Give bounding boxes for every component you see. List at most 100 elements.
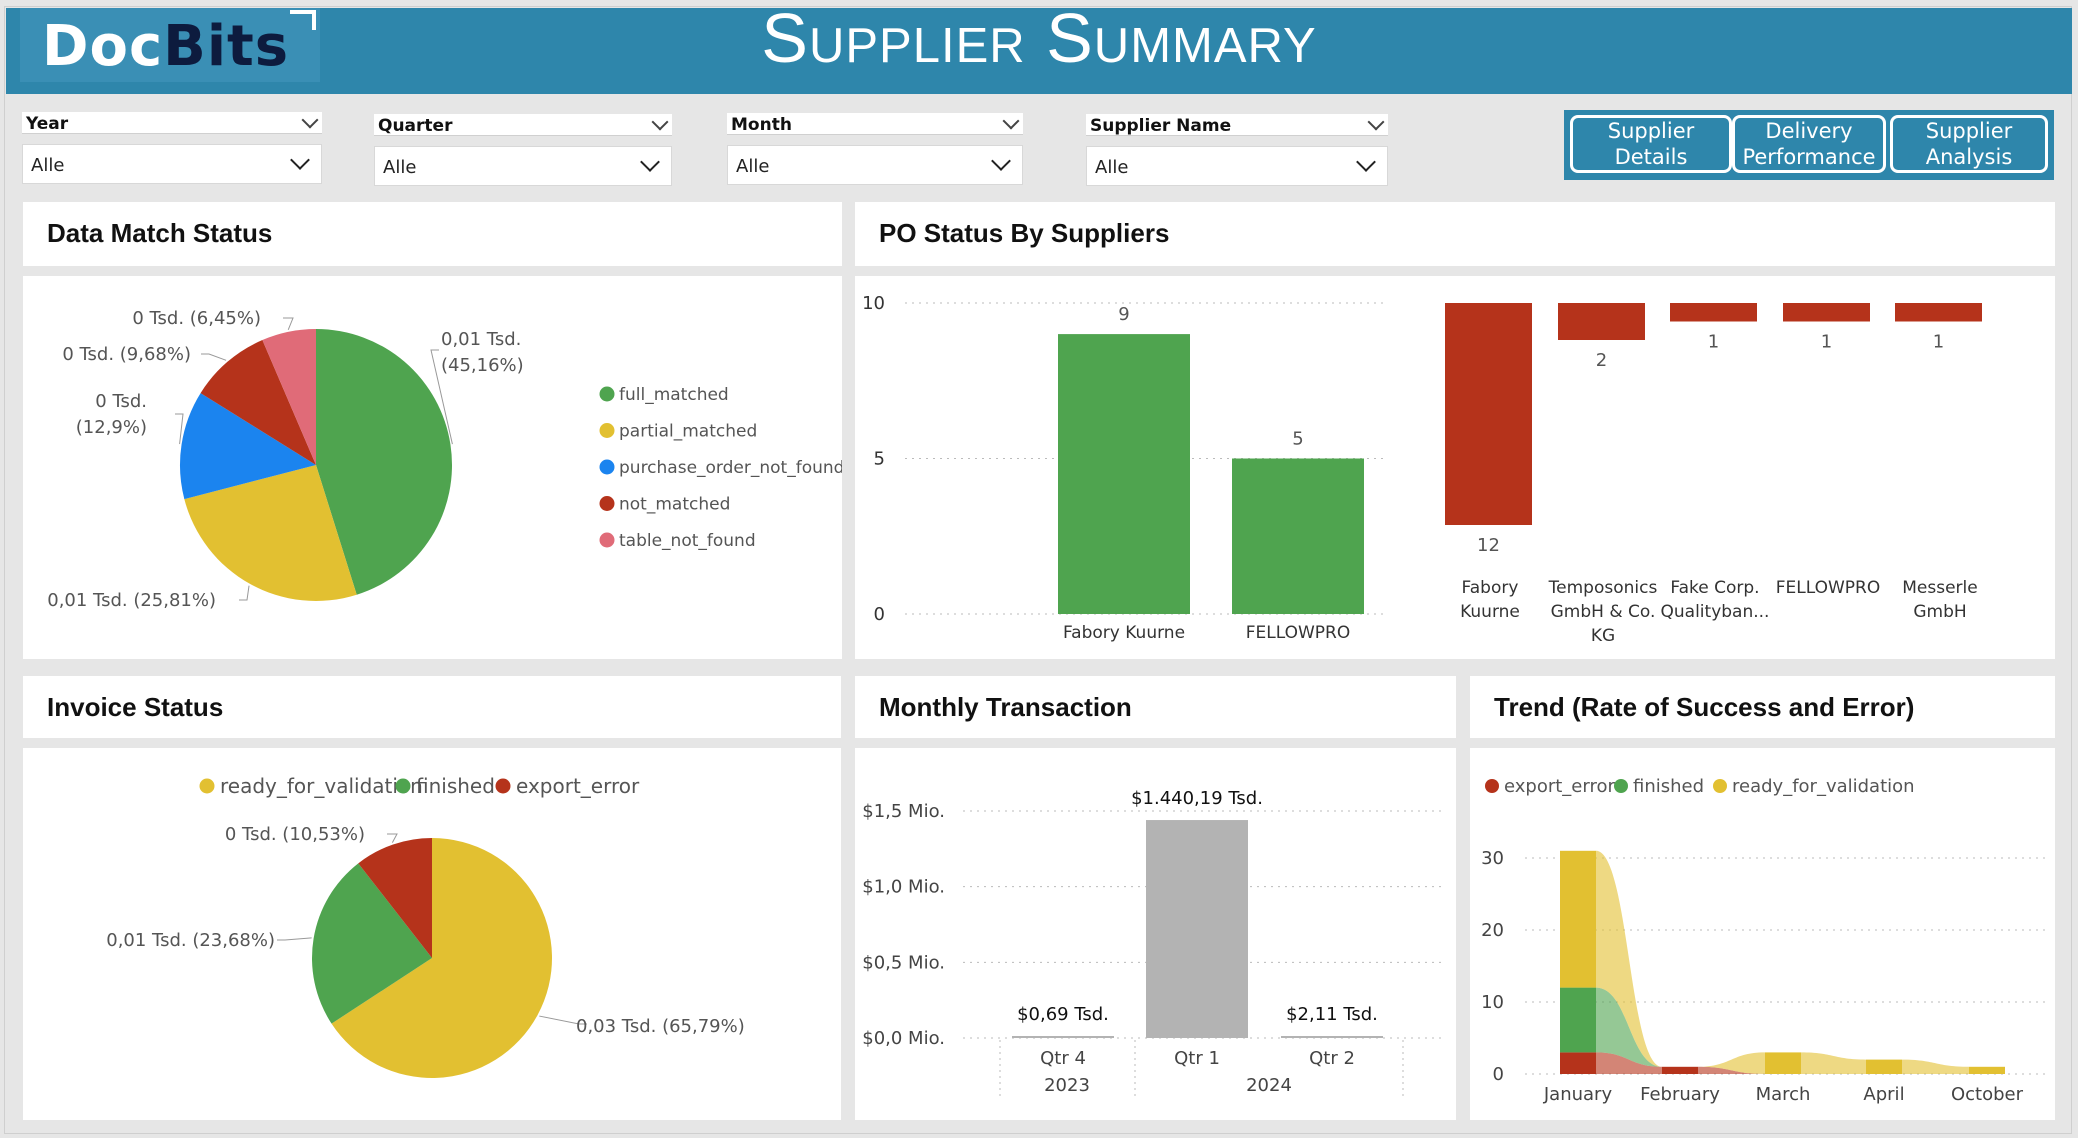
trend-panel: export_error finished ready_for_validation… — [1470, 748, 2055, 1120]
year-slicer-header[interactable]: Year — [22, 111, 322, 134]
trend-bar-finished — [1560, 987, 1596, 1053]
po-red-bar-data-label: 1 — [1933, 332, 1944, 353]
po-x-tick-label: FELLOWPRO — [1246, 623, 1351, 643]
supplier-name-value: Alle — [1095, 157, 1129, 178]
trend-y-tick-label: 30 — [1481, 848, 1504, 869]
quarter-slicer-header[interactable]: Quarter — [374, 113, 672, 136]
invoice-data-label: 0 Tsd. (10,53%) — [225, 824, 365, 845]
navigation-button-group: Supplier Details Delivery Performance Su… — [1564, 110, 2054, 180]
po-red-bar-data-label: 12 — [1477, 535, 1500, 556]
po-bar-FELLOWPRO — [1232, 458, 1364, 614]
delivery-performance-button[interactable]: Delivery Performance — [1732, 115, 1886, 173]
po-red-bar — [1558, 303, 1645, 340]
monthly-group-label: 2024 — [1246, 1075, 1292, 1096]
chevron-down-icon[interactable] — [991, 151, 1011, 171]
monthly-group-label: 2023 — [1044, 1075, 1090, 1096]
docbits-logo: DocBits — [20, 8, 320, 82]
po-red-x-tick-label: Fake Corp. — [1670, 578, 1759, 598]
month-slicer-header[interactable]: Month — [727, 112, 1023, 135]
legend-marker-purchase_order_not_found — [599, 459, 615, 475]
chevron-down-icon[interactable] — [290, 150, 310, 170]
po-red-bar-data-label: 1 — [1708, 332, 1719, 353]
trend-ribbon-ready_for_validation — [1698, 1052, 1765, 1074]
supplier-details-button[interactable]: Supplier Details — [1570, 115, 1732, 173]
invoice-data-label: 0,03 Tsd. (65,79%) — [576, 1016, 745, 1037]
legend-label-export_error: export_error — [1504, 776, 1615, 797]
monthly-y-tick-label: $1,0 Mio. — [862, 877, 945, 898]
data-match-data-label: 0 Tsd. (6,45%) — [132, 308, 261, 329]
chevron-down-icon[interactable] — [1002, 112, 1020, 130]
month-dropdown[interactable]: Alle — [727, 145, 1023, 185]
invoice-leader-line — [387, 833, 398, 843]
legend-label-finished: finished — [1633, 776, 1704, 797]
invoice-status-title: Invoice Status — [47, 692, 224, 722]
monthly-x-tick-label: Qtr 1 — [1174, 1048, 1220, 1069]
po-y-tick-label: 5 — [874, 449, 885, 470]
monthly-y-tick-label: $0,5 Mio. — [862, 952, 945, 973]
quarter-dropdown[interactable]: Alle — [374, 146, 672, 186]
chevron-down-icon[interactable] — [301, 111, 319, 129]
legend-label-not_matched: not_matched — [619, 495, 730, 515]
legend-marker-export_error — [1485, 779, 1499, 793]
po-bar-data-label: 9 — [1118, 304, 1129, 325]
invoice-data-label: 0,01 Tsd. (23,68%) — [106, 930, 275, 951]
data-match-data-label: 0 Tsd. — [95, 391, 147, 412]
invoice-slice-finished — [312, 863, 432, 1024]
trend-bar-ready_for_validation — [1969, 1066, 2005, 1074]
monthly-bar-data-label: $2,11 Tsd. — [1286, 1004, 1378, 1025]
po-bar-Fabory Kuurne — [1058, 334, 1190, 614]
data-match-leader-line — [239, 585, 250, 601]
legend-label-full_matched: full_matched — [619, 385, 729, 405]
trend-ribbon-export_error — [1698, 1066, 1765, 1074]
po-red-bar-data-label: 2 — [1596, 350, 1607, 371]
monthly-bar-data-label: $0,69 Tsd. — [1017, 1004, 1109, 1025]
po-red-bar — [1670, 303, 1757, 322]
po-status-header: PO Status By Suppliers — [855, 202, 2055, 266]
chevron-down-icon[interactable] — [1367, 113, 1385, 131]
legend-marker-export_error — [495, 778, 511, 794]
chevron-down-icon[interactable] — [1356, 152, 1376, 172]
monthly-bar — [1012, 1036, 1114, 1038]
logo-doc-text: Doc — [42, 14, 164, 79]
data-match-data-label: 0,01 Tsd. — [441, 329, 521, 350]
trend-ribbon-ready_for_validation — [1596, 850, 1662, 1067]
chevron-down-icon[interactable] — [640, 152, 660, 172]
data-match-leader-line — [430, 349, 453, 445]
monthly-bar — [1281, 1036, 1383, 1038]
monthly-y-tick-label: $0,0 Mio. — [862, 1028, 945, 1049]
legend-marker-full_matched — [599, 386, 615, 402]
legend-label-purchase_order_not_found: purchase_order_not_found — [619, 458, 842, 478]
trend-y-tick-label: 10 — [1481, 992, 1504, 1013]
logo-bits-text: Bits — [163, 14, 290, 79]
trend-y-tick-label: 0 — [1493, 1064, 1504, 1085]
legend-marker-ready_for_validation — [199, 778, 215, 794]
supplier-name-slicer-header[interactable]: Supplier Name — [1086, 113, 1388, 136]
data-match-leader-line — [201, 353, 227, 361]
legend-label-ready_for_validation: ready_for_validation — [220, 774, 423, 798]
quarter-value: Alle — [383, 157, 417, 178]
data-match-slice-table_not_found — [262, 329, 316, 465]
po-red-x-tick-label: Temposonics — [1548, 578, 1658, 598]
data-match-data-label: (12,9%) — [76, 417, 147, 438]
trend-ribbon-ready_for_validation — [1801, 1052, 1866, 1074]
year-dropdown[interactable]: Alle — [22, 144, 322, 184]
trend-bar-ready_for_validation — [1866, 1059, 1902, 1074]
data-match-slice-not_matched — [200, 340, 316, 465]
legend-marker-table_not_found — [599, 532, 615, 548]
data-match-data-label: (45,16%) — [441, 355, 524, 376]
invoice-status-header: Invoice Status — [23, 676, 841, 738]
po-red-x-tick-label: Fabory — [1462, 578, 1519, 598]
chevron-down-icon[interactable] — [651, 113, 669, 131]
data-match-leader-line — [283, 317, 294, 331]
trend-x-tick-label: February — [1640, 1084, 1720, 1105]
supplier-analysis-button[interactable]: Supplier Analysis — [1890, 115, 2048, 173]
trend-ribbon-ready_for_validation — [1902, 1059, 1969, 1074]
trend-x-tick-label: March — [1756, 1084, 1811, 1105]
po-bar-data-label: 5 — [1292, 429, 1303, 450]
po-x-tick-label: Fabory Kuurne — [1063, 623, 1185, 643]
po-red-x-tick-label: Messerle — [1902, 578, 1977, 598]
po-red-x-tick-label: FELLOWPRO — [1776, 578, 1881, 598]
month-slicer-label: Month — [731, 115, 792, 135]
data-match-data-label: 0 Tsd. (9,68%) — [62, 344, 191, 365]
supplier-name-dropdown[interactable]: Alle — [1086, 146, 1388, 186]
